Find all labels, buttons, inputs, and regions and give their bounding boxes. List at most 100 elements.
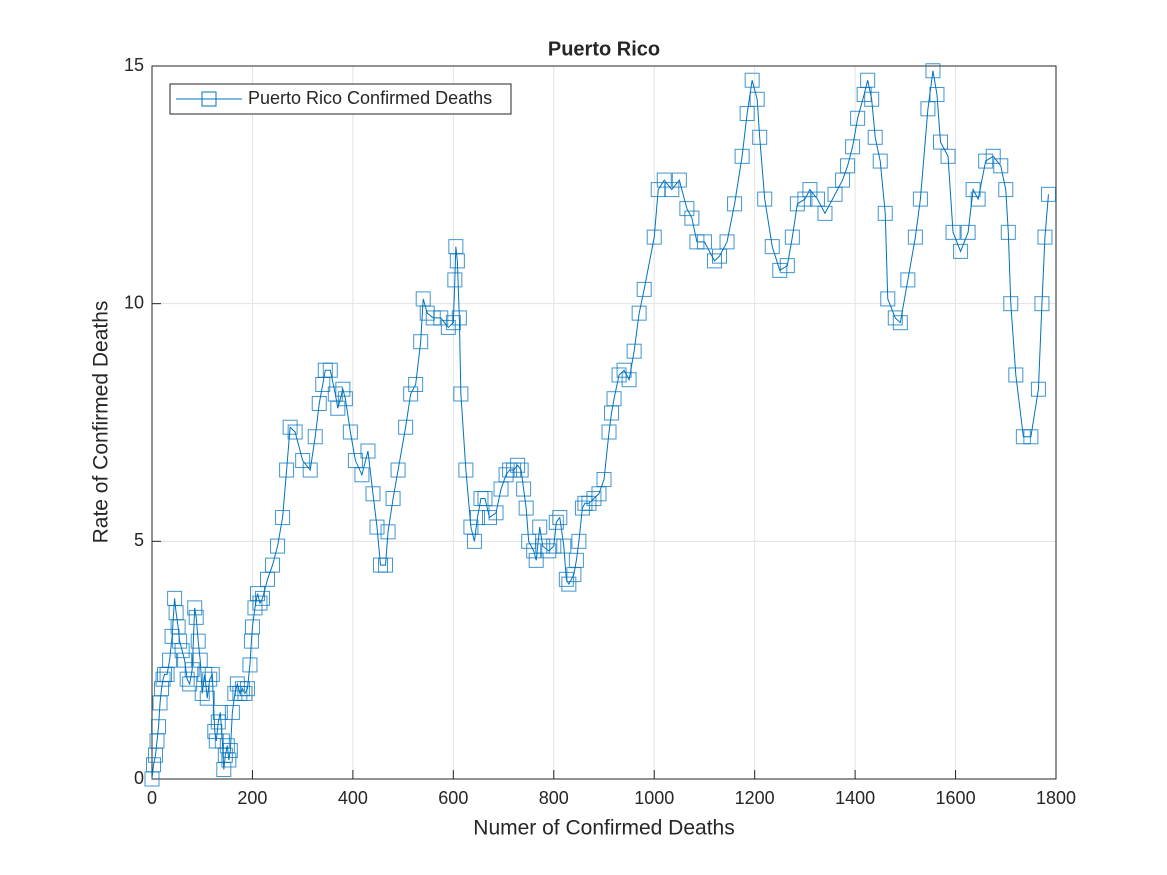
marker	[210, 714, 226, 730]
marker	[535, 538, 551, 554]
marker	[850, 110, 866, 126]
marker	[179, 671, 195, 687]
y-tick-label: 10	[124, 292, 144, 312]
marker	[252, 595, 268, 611]
marker	[380, 524, 396, 540]
marker	[864, 91, 880, 107]
marker	[199, 690, 215, 706]
x-tick-label: 0	[147, 788, 157, 808]
marker	[440, 319, 456, 335]
marker	[212, 704, 228, 720]
marker	[616, 362, 632, 378]
marker	[408, 376, 424, 392]
marker	[390, 462, 406, 478]
marker	[224, 704, 240, 720]
marker	[684, 210, 700, 226]
marker	[696, 234, 712, 250]
marker	[221, 752, 237, 768]
marker	[581, 495, 597, 511]
marker	[207, 723, 223, 739]
marker	[194, 685, 210, 701]
marker	[174, 643, 190, 659]
marker	[965, 182, 981, 198]
marker	[510, 457, 526, 473]
marker	[907, 229, 923, 245]
marker	[287, 424, 303, 440]
marker	[626, 343, 642, 359]
legend-label: Puerto Rico Confirmed Deaths	[248, 88, 492, 108]
marker	[365, 486, 381, 502]
marker	[239, 681, 255, 697]
marker	[164, 628, 180, 644]
marker	[532, 519, 548, 535]
y-tick-label: 5	[134, 530, 144, 550]
marker	[425, 310, 441, 326]
marker	[1023, 429, 1039, 445]
marker	[458, 462, 474, 478]
marker	[656, 172, 672, 188]
y-tick-label: 15	[124, 55, 144, 75]
marker	[1037, 229, 1053, 245]
x-tick-label: 1200	[735, 788, 775, 808]
marker	[596, 472, 612, 488]
marker	[929, 87, 945, 103]
marker	[892, 315, 908, 331]
marker	[953, 243, 969, 259]
y-tick-label: 0	[134, 768, 144, 788]
marker	[217, 747, 233, 763]
marker	[960, 224, 976, 240]
marker	[606, 391, 622, 407]
marker	[360, 443, 376, 459]
marker	[552, 510, 568, 526]
marker	[932, 134, 948, 150]
marker	[985, 148, 1001, 164]
marker	[689, 234, 705, 250]
x-tick-label: 600	[438, 788, 468, 808]
marker	[151, 719, 167, 735]
marker	[322, 362, 338, 378]
marker	[1003, 296, 1019, 312]
x-tick-label: 800	[539, 788, 569, 808]
y-axis-label: Rate of Confirmed Deaths	[90, 301, 113, 544]
plot-box	[151, 65, 1057, 780]
marker	[453, 386, 469, 402]
marker	[900, 272, 916, 288]
marker	[789, 196, 805, 212]
marker	[664, 182, 680, 198]
marker	[1034, 296, 1050, 312]
marker	[204, 666, 220, 682]
marker	[993, 158, 1009, 174]
marker	[887, 310, 903, 326]
marker	[307, 429, 323, 445]
marker	[342, 424, 358, 440]
marker	[279, 462, 295, 478]
marker	[172, 633, 188, 649]
marker	[772, 262, 788, 278]
marker	[860, 72, 876, 88]
marker	[518, 500, 534, 516]
x-tick-label: 1000	[634, 788, 674, 808]
marker	[311, 395, 327, 411]
marker	[197, 666, 213, 682]
marker	[1015, 429, 1031, 445]
marker	[978, 153, 994, 169]
marker	[872, 153, 888, 169]
marker	[498, 467, 514, 483]
marker	[621, 372, 637, 388]
marker	[275, 510, 291, 526]
marker	[249, 586, 265, 602]
marker	[1030, 381, 1046, 397]
marker	[184, 662, 200, 678]
marker	[451, 310, 467, 326]
marker	[162, 652, 178, 668]
marker	[385, 491, 401, 507]
marker	[571, 533, 587, 549]
x-tick-label: 400	[338, 788, 368, 808]
marker	[447, 272, 463, 288]
marker	[282, 419, 298, 435]
x-tick-label: 200	[237, 788, 267, 808]
marker	[809, 191, 825, 207]
marker	[541, 543, 557, 559]
